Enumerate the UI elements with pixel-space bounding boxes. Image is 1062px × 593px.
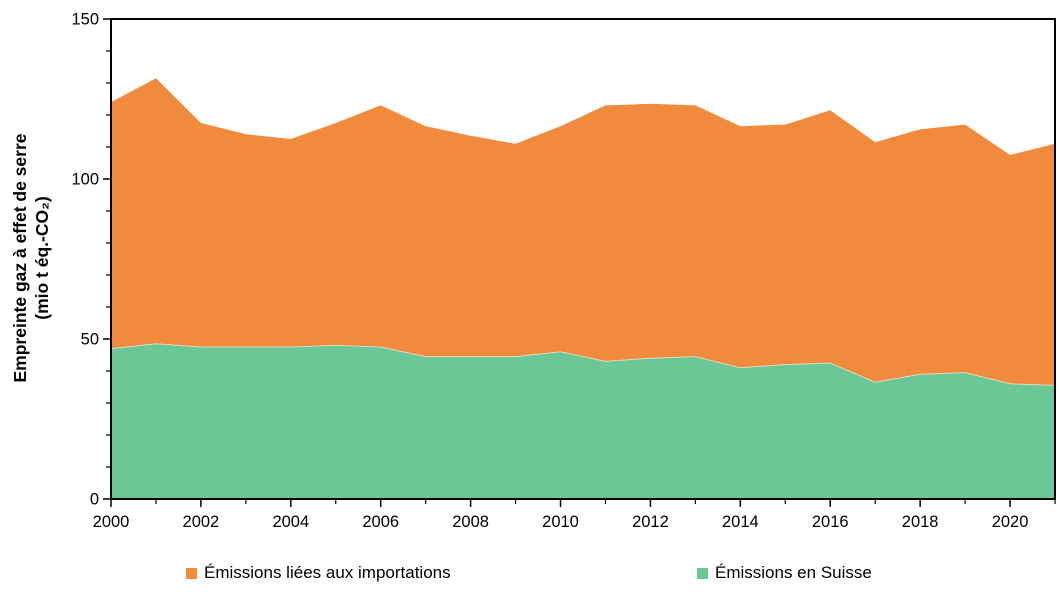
- x-axis-tick-label: 2012: [632, 513, 669, 531]
- y-axis-tick-label: 100: [71, 171, 99, 189]
- chart-legend: Émissions liées aux importations Émissio…: [0, 563, 1062, 585]
- legend-swatch-suisse-icon: [697, 567, 708, 579]
- x-axis-tick-label: 2008: [452, 513, 489, 531]
- y-axis-title: Empreinte gaz à effet de serre (mio t éq…: [9, 18, 53, 498]
- area-emissions-suisse: [111, 343, 1055, 499]
- area-emissions-importations: [111, 78, 1055, 386]
- y-axis-title-line2: (mio t éq.-CO₂): [32, 196, 52, 320]
- legend-swatch-importations-icon: [186, 567, 197, 579]
- legend-item-importations: Émissions liées aux importations: [186, 563, 451, 583]
- x-axis-tick-label: 2004: [272, 513, 309, 531]
- x-axis-tick-label: 2010: [542, 513, 579, 531]
- y-axis-title-line1: Empreinte gaz à effet de serre: [10, 133, 30, 383]
- x-axis-tick-label: 2018: [902, 513, 939, 531]
- legend-label-suisse: Émissions en Suisse: [715, 563, 872, 582]
- plot-border: [110, 18, 1056, 500]
- x-axis-tick-label: 2002: [183, 513, 220, 531]
- y-axis-tick-label: 150: [71, 11, 99, 29]
- legend-label-importations: Émissions liées aux importations: [204, 563, 451, 582]
- x-axis-tick-label: 2000: [93, 513, 130, 531]
- series-boundary-line: [110, 343, 1056, 386]
- x-axis-tick-label: 2014: [722, 513, 759, 531]
- x-axis-tick-label: 2020: [992, 513, 1029, 531]
- legend-item-suisse: Émissions en Suisse: [697, 563, 872, 583]
- y-axis-tick-label: 50: [81, 331, 99, 349]
- y-axis-tick-label: 0: [90, 491, 99, 509]
- x-axis-tick-label: 2006: [362, 513, 399, 531]
- x-axis-tick-label: 2016: [812, 513, 849, 531]
